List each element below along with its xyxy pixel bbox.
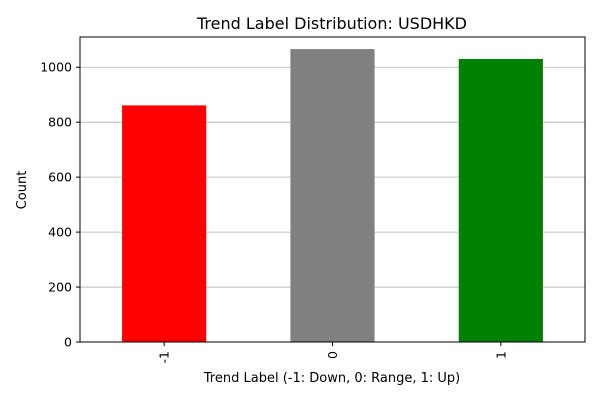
chart-title: Trend Label Distribution: USDHKD (196, 14, 467, 33)
bar-0 (290, 49, 375, 343)
bar--1 (122, 105, 207, 343)
x-tick-label: 1 (493, 351, 508, 359)
y-tick-label: 200 (48, 280, 72, 295)
y-axis-label: Count (15, 171, 30, 210)
x-ticks: -1 0 1 (157, 342, 508, 363)
y-tick-label: 1000 (40, 60, 72, 75)
y-tick-label: 800 (48, 115, 72, 130)
y-ticks: 0 200 400 600 800 1000 (40, 60, 80, 350)
bar-1 (458, 58, 543, 342)
bars (122, 49, 543, 343)
x-axis-label: Trend Label (-1: Down, 0: Range, 1: Up) (203, 371, 460, 386)
x-tick-label: -1 (157, 351, 172, 363)
x-tick-label: 0 (325, 351, 340, 359)
y-tick-label: 600 (48, 170, 72, 185)
y-tick-label: 0 (64, 335, 72, 350)
y-tick-label: 400 (48, 225, 72, 240)
